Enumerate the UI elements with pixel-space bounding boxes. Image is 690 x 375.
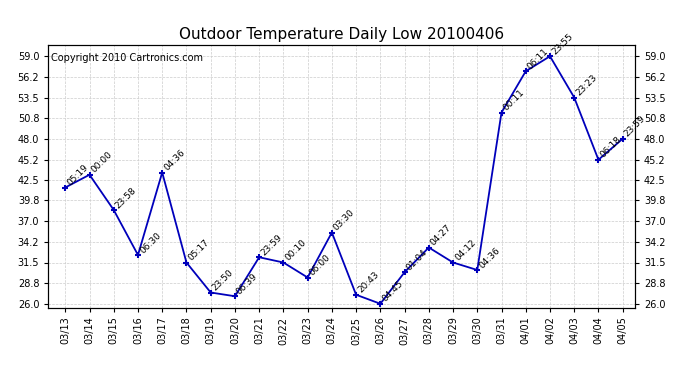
- Text: 06:18: 06:18: [598, 135, 623, 160]
- Text: 23:55: 23:55: [550, 32, 575, 56]
- Text: 23:59: 23:59: [622, 114, 647, 139]
- Text: 23:59: 23:59: [259, 232, 284, 257]
- Text: 04:27: 04:27: [428, 223, 453, 248]
- Text: 04:36: 04:36: [477, 245, 502, 270]
- Text: 00:11: 00:11: [502, 88, 526, 112]
- Title: Outdoor Temperature Daily Low 20100406: Outdoor Temperature Daily Low 20100406: [179, 27, 504, 42]
- Text: 03:30: 03:30: [332, 208, 357, 232]
- Text: 04:36: 04:36: [162, 148, 187, 172]
- Text: 06:00: 06:00: [308, 253, 333, 278]
- Text: 23:50: 23:50: [210, 268, 235, 292]
- Text: 05:19: 05:19: [66, 163, 90, 188]
- Text: 23:23: 23:23: [574, 73, 599, 98]
- Text: 04:45: 04:45: [380, 279, 405, 304]
- Text: 06:39: 06:39: [235, 272, 259, 296]
- Text: 01:04: 01:04: [404, 248, 429, 272]
- Text: 04:12: 04:12: [453, 238, 477, 262]
- Text: 06:30: 06:30: [138, 230, 163, 255]
- Text: 06:11: 06:11: [526, 46, 551, 71]
- Text: 00:10: 00:10: [284, 238, 308, 262]
- Text: 23:58: 23:58: [114, 185, 138, 210]
- Text: 20:43: 20:43: [356, 270, 381, 295]
- Text: 05:17: 05:17: [186, 238, 211, 262]
- Text: Copyright 2010 Cartronics.com: Copyright 2010 Cartronics.com: [51, 53, 204, 63]
- Text: 00:00: 00:00: [90, 150, 114, 175]
